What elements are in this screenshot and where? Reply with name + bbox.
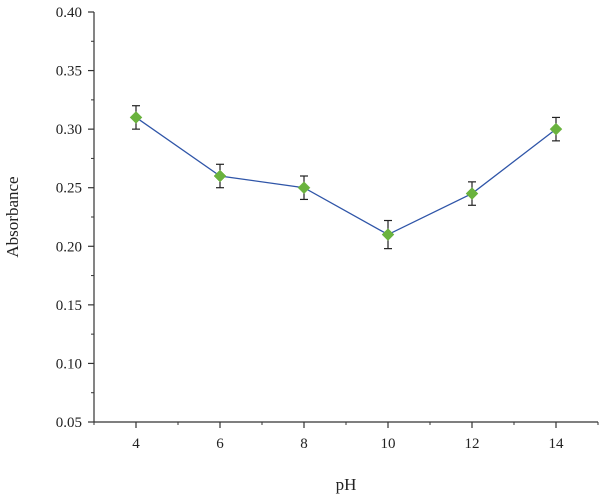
- x-tick-label: 6: [216, 436, 224, 452]
- y-tick-label: 0.20: [56, 239, 82, 255]
- x-tick-label: 10: [381, 436, 396, 452]
- y-tick-label: 0.25: [56, 181, 82, 197]
- x-ticks: 4 6 8 10 12 14: [93, 422, 599, 452]
- y-tick-label: 0.10: [56, 356, 82, 372]
- y-tick-label: 0.30: [56, 122, 82, 138]
- y-axis-title: Absorbance: [3, 176, 22, 257]
- y-tick-label: 0.05: [56, 415, 82, 431]
- x-tick-label: 4: [132, 436, 140, 452]
- data-point-diamond: [549, 122, 563, 136]
- data-point-diamond: [297, 181, 311, 195]
- data-point-diamond: [213, 169, 227, 183]
- x-tick-label: 14: [549, 436, 565, 452]
- x-axis-title: pH: [336, 475, 357, 494]
- y-ticks: 0.05 0.10 0.15 0.20 0.25 0.30 0.35 0.40: [56, 5, 94, 431]
- axes: [93, 12, 598, 423]
- series-line: [135, 116, 557, 236]
- y-tick-label: 0.15: [56, 298, 82, 314]
- x-tick-label: 8: [300, 436, 308, 452]
- y-tick-label: 0.40: [56, 5, 82, 21]
- y-tick-label: 0.35: [56, 64, 82, 80]
- data-point-diamond: [129, 111, 143, 124]
- data-point-diamond: [381, 228, 395, 241]
- x-tick-label: 12: [465, 436, 480, 452]
- data-series: [129, 105, 563, 250]
- data-point-diamond: [465, 187, 479, 200]
